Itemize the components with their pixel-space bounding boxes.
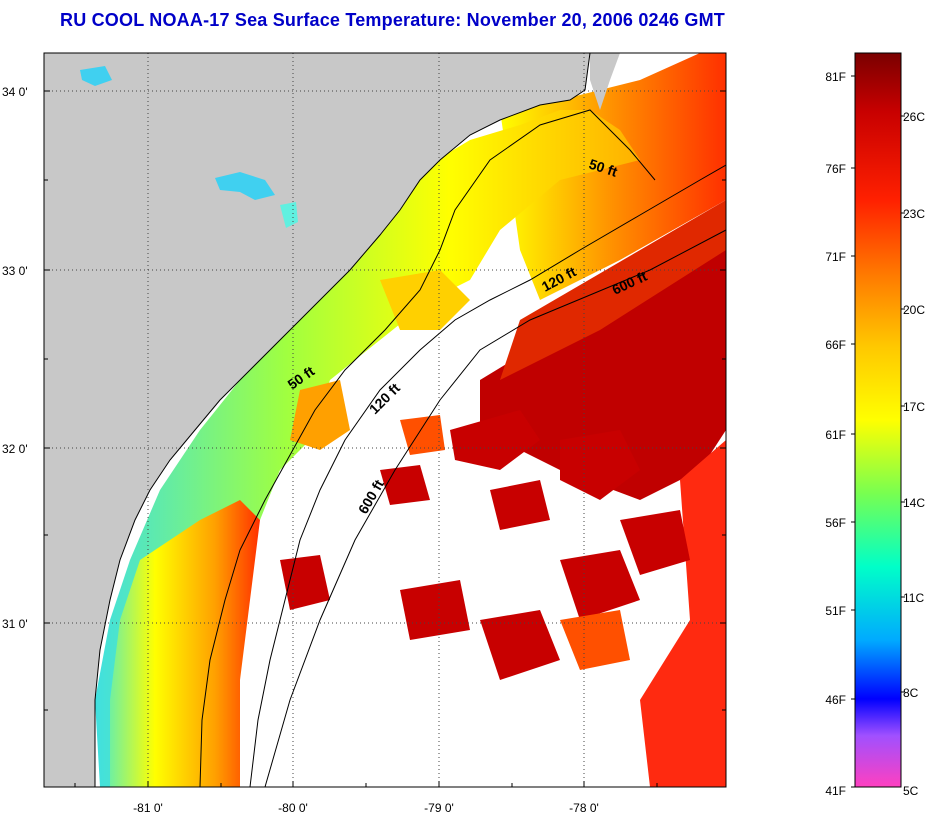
cb-label-26c: 26C: [903, 110, 925, 124]
lat-label-33: 33 0': [2, 264, 28, 278]
cb-label-71f: 71F: [825, 250, 846, 264]
land-mass: [44, 53, 590, 787]
contours: [199, 109, 726, 787]
lon-label-79: -79 0': [424, 801, 454, 815]
cb-label-20c: 20C: [903, 303, 925, 317]
cb-label-5c: 5C: [903, 784, 919, 798]
contour-120ft: [249, 164, 726, 787]
cb-label-61f: 61F: [825, 428, 846, 442]
cb-label-17c: 17C: [903, 400, 925, 414]
orange-shelf-water: [290, 380, 350, 450]
cb-label-56f: 56F: [825, 516, 846, 530]
map-title: RU COOL NOAA-17 Sea Surface Temperature:…: [60, 10, 725, 30]
colorbar: [854, 52, 902, 788]
mid-shelf-yellow-water: [380, 270, 470, 330]
cb-label-8c: 8C: [903, 686, 919, 700]
map-frame: [43, 52, 727, 788]
frame-ticks: [44, 90, 726, 787]
eastern-warm-water: [640, 440, 726, 787]
contour-50ft: [199, 109, 656, 787]
cb-label-51f: 51F: [825, 604, 846, 618]
inland-lake: [215, 172, 275, 200]
cb-label-41f: 41F: [825, 784, 846, 798]
lon-label-80: -80 0': [278, 801, 308, 815]
cb-label-66f: 66F: [825, 338, 846, 352]
cb-label-76f: 76F: [825, 162, 846, 176]
inland-lake-small: [80, 66, 112, 86]
lon-label-78: -78 0': [569, 801, 599, 815]
southern-warm-coastal-water: [110, 500, 260, 787]
cb-label-23c: 23C: [903, 207, 925, 221]
contour-600ft: [264, 229, 726, 787]
coastline: [94, 53, 591, 787]
warm-water-band: [500, 200, 726, 380]
lon-label-81: -81 0': [133, 801, 163, 815]
colorbar-ticks: [851, 75, 905, 788]
sounds-land: [590, 53, 620, 110]
cb-label-46f: 46F: [825, 693, 846, 707]
warm-patches: [280, 410, 690, 680]
gulf-stream-warm-water: [480, 230, 726, 500]
graticule: [44, 53, 726, 787]
lat-label-31: 31 0': [2, 617, 28, 631]
lat-label-34: 34 0': [2, 85, 28, 99]
cb-label-81f: 81F: [825, 70, 846, 84]
lat-label-32: 32 0': [2, 442, 28, 456]
cb-label-11c: 11C: [903, 591, 924, 605]
cb-label-14c: 14C: [903, 496, 925, 510]
